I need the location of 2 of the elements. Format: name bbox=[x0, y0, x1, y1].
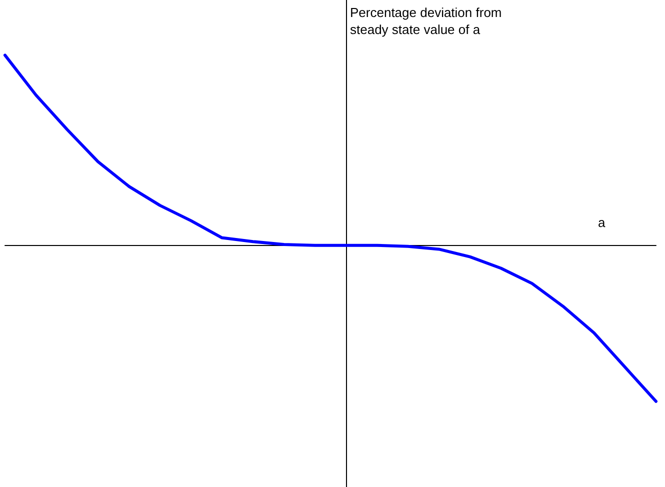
x-axis-title: a bbox=[598, 215, 606, 230]
y-axis-title: Percentage deviation from steady state value of a bbox=[350, 5, 506, 37]
